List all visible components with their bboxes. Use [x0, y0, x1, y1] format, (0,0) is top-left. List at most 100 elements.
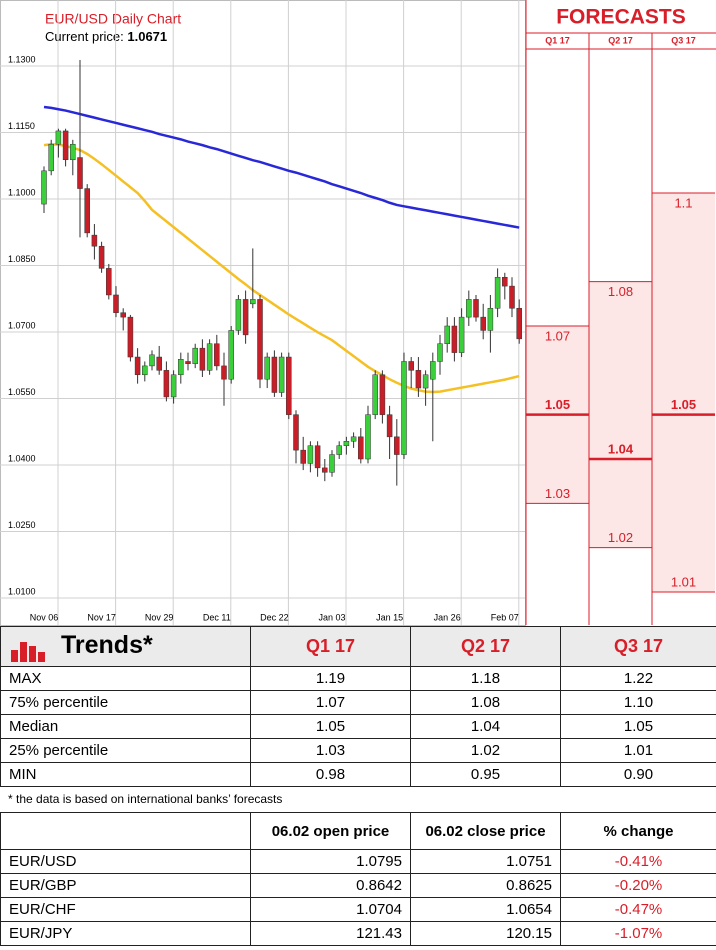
candle-body	[257, 299, 263, 380]
x-tick-label: Jan 03	[318, 612, 345, 622]
y-tick-label: 1.1300	[8, 54, 36, 64]
candle-body	[264, 356, 270, 380]
trends-title-cell: Trends*	[0, 626, 251, 667]
table-row: MIN 0.98 0.95 0.90	[0, 762, 716, 787]
candle-body	[502, 276, 508, 287]
candle-body	[127, 316, 134, 358]
table-row: EUR/CHF 1.0704 1.0654 -0.47%	[0, 897, 716, 922]
y-tick-label: 1.0700	[8, 320, 36, 330]
forecast-range	[589, 281, 652, 548]
trends-title: Trends*	[61, 631, 153, 660]
candle-body	[142, 365, 148, 376]
candle-body	[199, 347, 206, 371]
candle-body	[62, 130, 69, 160]
candle-body	[286, 356, 292, 415]
y-tick-label: 1.0550	[8, 387, 36, 397]
current-price-label: Current price:	[45, 29, 124, 44]
candle-body	[430, 361, 436, 380]
column-header: Q3 17	[560, 626, 716, 667]
table-cell: 120.15	[410, 921, 561, 946]
row-label: Median	[0, 714, 251, 739]
candle-body	[242, 299, 249, 336]
candle-body	[372, 374, 378, 415]
table-row: 75% percentile 1.07 1.08 1.10	[0, 690, 716, 715]
candle-body	[163, 370, 170, 398]
candle-body	[84, 188, 90, 234]
candle-body	[322, 467, 328, 473]
candle-body	[170, 374, 177, 398]
table-row: EUR/JPY 121.43 120.15 -1.07%	[0, 921, 716, 946]
candle-body	[408, 361, 414, 371]
table-cell: 1.10	[560, 690, 716, 715]
current-price: Current price: 1.0671	[45, 29, 167, 44]
chart: EUR/USD Daily Chart Current price: 1.067…	[0, 0, 716, 626]
column-header: Q1 17	[250, 626, 411, 667]
column-header: 06.02 open price	[250, 812, 411, 850]
table-cell: 1.02	[410, 738, 561, 763]
candle-body	[466, 299, 472, 318]
column-header: 06.02 close price	[410, 812, 561, 850]
candle-body	[250, 299, 256, 305]
trends-table: Trends* Q1 17 Q2 17 Q3 17 MAX 1.19 1.18 1.22 75%…	[0, 626, 716, 787]
forecast-title: FORECASTS	[556, 6, 686, 29]
candle-body	[178, 359, 184, 376]
x-tick-label: Nov 06	[30, 612, 59, 622]
y-tick-label: 1.0850	[8, 254, 36, 264]
candle-body	[214, 343, 220, 367]
forecast-column-label: Q2 17	[608, 35, 633, 45]
current-price-value: 1.0671	[127, 29, 167, 44]
candle-body	[415, 370, 422, 389]
table-cell: 1.01	[560, 738, 716, 763]
table-row: EUR/GBP 0.8642 0.8625 -0.20%	[0, 873, 716, 898]
table-row: Median 1.05 1.04 1.05	[0, 714, 716, 739]
table-cell: -0.20%	[560, 873, 716, 898]
candle-body	[314, 445, 321, 469]
candle-body	[300, 449, 306, 464]
forecast-median-label: 1.05	[545, 397, 570, 412]
candle-body	[350, 436, 357, 442]
candle-body	[192, 347, 198, 364]
moving-average-line	[43, 142, 520, 394]
candle-body	[134, 356, 141, 376]
forecast-column-label: Q1 17	[545, 35, 570, 45]
candle-body	[156, 356, 162, 371]
candle-body	[401, 361, 407, 455]
table-row: 06.02 open price 06.02 close price% chang…	[0, 812, 716, 850]
candle-body	[343, 441, 350, 446]
candle-body	[487, 308, 494, 331]
x-tick-label: Jan 26	[434, 612, 461, 622]
candle-body	[185, 361, 191, 364]
candle-body	[235, 299, 242, 331]
table-cell: 1.0704	[250, 897, 411, 922]
candle-body	[458, 316, 465, 353]
x-tick-label: Nov 17	[87, 612, 116, 622]
table-cell: 1.22	[560, 666, 716, 691]
candle-body	[149, 354, 155, 367]
table-cell: 1.0795	[250, 849, 411, 874]
candle-body	[437, 343, 443, 362]
candle-body	[293, 414, 299, 451]
table-cell: 1.0751	[410, 849, 561, 874]
chart-frame	[0, 0, 526, 626]
candle-body	[307, 445, 314, 464]
candle-body	[206, 343, 213, 371]
x-tick-label: Jan 15	[376, 612, 403, 622]
table-row: EUR/USD 1.0795 1.0751 -0.41%	[0, 849, 716, 874]
row-label: MAX	[0, 666, 251, 691]
table-cell: 121.43	[250, 921, 411, 946]
y-tick-label: 1.0250	[8, 520, 36, 530]
candle-body	[329, 454, 335, 473]
table-cell: 1.0654	[410, 897, 561, 922]
candle-body	[228, 330, 234, 380]
table-cell: 0.8625	[410, 873, 561, 898]
forecast-low-label: 1.03	[545, 486, 570, 501]
forecast-low-label: 1.01	[671, 574, 696, 589]
candle-body	[91, 234, 98, 247]
row-label: EUR/CHF	[0, 897, 251, 922]
table-cell: 1.05	[250, 714, 411, 739]
candle-body	[509, 285, 515, 309]
column-header: % change	[560, 812, 716, 850]
forecast-median-label: 1.04	[608, 441, 634, 456]
candle-body	[422, 374, 429, 389]
table-cell: 1.08	[410, 690, 561, 715]
